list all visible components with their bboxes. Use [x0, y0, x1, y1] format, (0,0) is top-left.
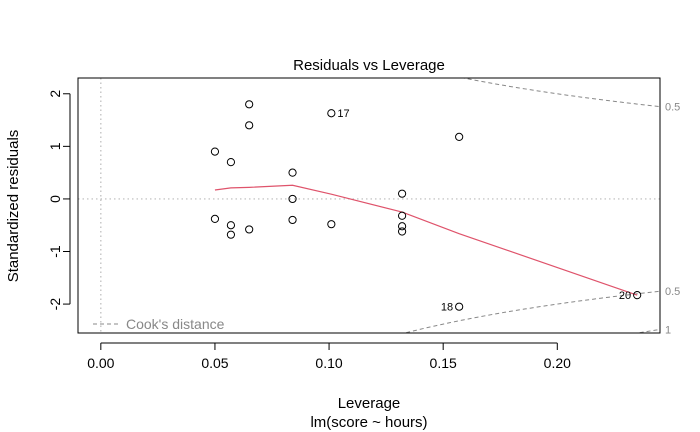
data-point — [245, 100, 254, 109]
point-label: 18 — [441, 302, 453, 314]
point-labels-group: 17 18 20 — [337, 108, 631, 313]
plot-frame — [77, 77, 661, 334]
data-point — [397, 227, 407, 236]
data-point — [245, 121, 254, 130]
data-point — [210, 214, 220, 224]
x-tick-label: 0.00 — [87, 355, 114, 371]
x-axis: 0.00 0.05 0.10 0.15 0.20 — [87, 342, 571, 371]
y-tick-label: -1 — [47, 245, 63, 258]
reference-lines — [78, 78, 660, 333]
data-point — [397, 211, 407, 220]
y-tick-label: 1 — [47, 142, 63, 150]
chart-title: Residuals vs Leverage — [293, 57, 445, 74]
cooks-level-label-2: 1 — [665, 324, 671, 336]
data-point — [226, 158, 236, 167]
data-point — [455, 302, 464, 311]
smooth-line-group — [214, 184, 638, 296]
cooks-contour-0 — [461, 78, 660, 108]
y-axis: -2 -1 0 1 2 — [47, 90, 71, 311]
y-axis-title: Standardized residuals — [5, 130, 22, 283]
data-point — [288, 215, 297, 225]
x-axis-title: Leverage — [338, 395, 401, 412]
data-point — [397, 189, 407, 198]
y-tick-label: -2 — [47, 298, 63, 311]
cooks-level-label-0: 0.5 — [665, 102, 680, 114]
legend: Cook's distance — [93, 316, 225, 332]
x-tick-label: 0.20 — [544, 355, 571, 371]
x-axis-subtitle: lm(score ~ hours) — [310, 414, 427, 431]
data-point — [288, 168, 297, 177]
data-point — [245, 225, 254, 234]
data-point — [288, 194, 297, 204]
point-label: 17 — [337, 108, 349, 120]
data-point — [327, 220, 336, 229]
smooth-line — [214, 184, 638, 296]
cooks-level-labels: 0.5 0.5 1 — [665, 102, 680, 337]
cooks-level-label-1: 0.5 — [665, 286, 680, 298]
x-tick-label: 0.05 — [201, 355, 228, 371]
data-point — [397, 222, 407, 231]
point-label: 20 — [619, 290, 631, 302]
data-point — [455, 132, 464, 141]
y-tick-label: 0 — [47, 195, 63, 203]
y-tick-label: 2 — [47, 90, 63, 98]
points-group — [210, 100, 642, 311]
x-tick-label: 0.10 — [315, 355, 342, 371]
data-point — [210, 147, 220, 156]
data-point — [226, 230, 236, 239]
x-tick-label: 0.15 — [430, 355, 457, 371]
data-point — [226, 221, 236, 230]
data-point — [633, 291, 642, 300]
data-point — [327, 109, 336, 118]
legend-label: Cook's distance — [126, 316, 225, 332]
